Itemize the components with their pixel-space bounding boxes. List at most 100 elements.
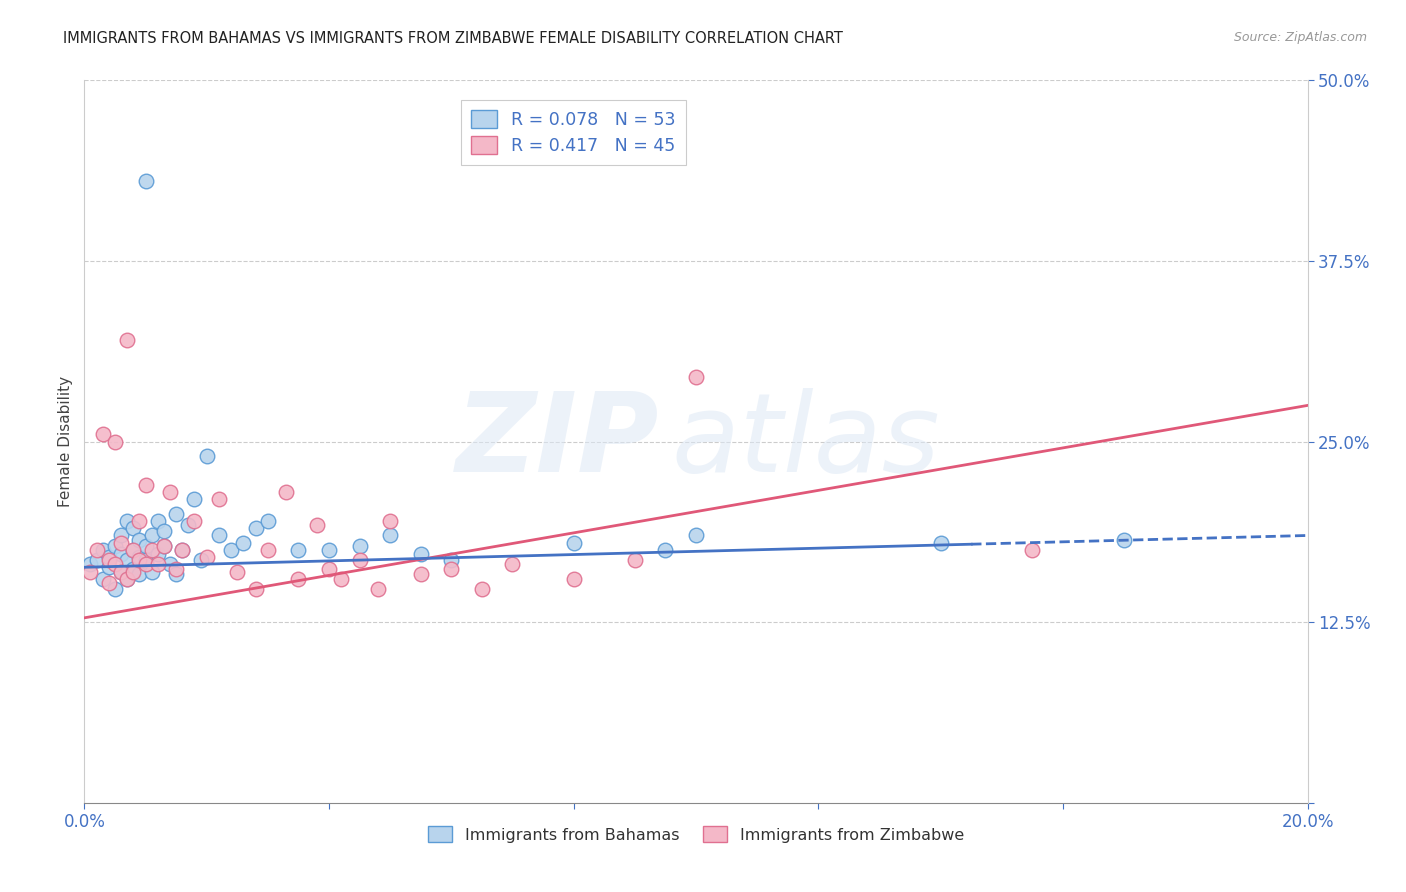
Point (104, 539, 127, 553)
Point (128, 550, 150, 565)
Point (380, 528, 402, 542)
Point (624, 553, 647, 567)
Point (97, 560, 120, 574)
Point (115, 572, 138, 586)
Point (183, 492, 205, 507)
Point (226, 565, 249, 579)
Point (110, 547, 132, 561)
Point (97, 576, 120, 591)
Point (79, 565, 101, 579)
Point (287, 542, 309, 557)
Point (172, 542, 194, 557)
Point (318, 562, 340, 576)
Point (128, 514, 150, 528)
Point (471, 582, 494, 596)
Point (409, 567, 432, 582)
Point (349, 539, 371, 553)
Point (91, 427, 114, 442)
Point (208, 528, 231, 542)
Point (128, 553, 150, 567)
Point (562, 572, 585, 586)
Point (141, 542, 163, 557)
Point (153, 539, 176, 553)
Point (115, 514, 138, 528)
Point (135, 174, 157, 188)
Text: ZIP: ZIP (456, 388, 659, 495)
Point (409, 547, 432, 561)
Point (440, 553, 463, 567)
Text: atlas: atlas (672, 388, 941, 495)
Point (135, 553, 157, 567)
Point (110, 528, 132, 542)
Point (146, 558, 169, 572)
Point (195, 449, 218, 463)
Point (1021, 542, 1043, 557)
Point (440, 562, 463, 576)
Point (135, 478, 157, 492)
Point (245, 582, 267, 596)
Point (122, 521, 145, 535)
Point (146, 514, 169, 528)
Point (165, 507, 187, 521)
Point (122, 565, 145, 579)
Point (104, 434, 127, 449)
Point (122, 542, 145, 557)
Point (562, 535, 585, 549)
Point (1114, 533, 1136, 547)
Point (115, 334, 138, 348)
Point (172, 542, 194, 557)
Point (190, 553, 212, 567)
Point (318, 542, 340, 557)
Point (183, 514, 205, 528)
Point (257, 542, 280, 557)
Point (141, 528, 163, 542)
Point (276, 485, 298, 500)
Point (91, 572, 114, 586)
Text: Source: ZipAtlas.com: Source: ZipAtlas.com (1233, 31, 1367, 45)
Point (330, 572, 353, 586)
Point (110, 535, 132, 549)
Point (91, 542, 114, 557)
Point (380, 514, 402, 528)
Point (122, 562, 145, 576)
Point (122, 542, 145, 557)
Point (502, 558, 524, 572)
Point (141, 565, 163, 579)
Point (165, 562, 187, 576)
Point (685, 369, 707, 384)
Point (195, 550, 218, 565)
Point (219, 542, 242, 557)
Text: IMMIGRANTS FROM BAHAMAS VS IMMIGRANTS FROM ZIMBABWE FEMALE DISABILITY CORRELATIO: IMMIGRANTS FROM BAHAMAS VS IMMIGRANTS FR… (63, 31, 844, 46)
Point (115, 553, 138, 567)
Point (159, 558, 181, 572)
Point (79, 558, 101, 572)
Point (165, 567, 187, 582)
Point (104, 558, 127, 572)
Point (349, 553, 371, 567)
Point (159, 485, 181, 500)
Point (110, 565, 132, 579)
Point (115, 572, 138, 586)
Point (654, 542, 676, 557)
Point (128, 533, 150, 547)
Point (153, 539, 176, 553)
Point (208, 492, 231, 507)
Y-axis label: Female Disability: Female Disability (58, 376, 73, 508)
Point (146, 547, 169, 561)
Point (245, 521, 267, 535)
Point (685, 528, 707, 542)
Legend: Immigrants from Bahamas, Immigrants from Zimbabwe: Immigrants from Bahamas, Immigrants from… (422, 820, 970, 849)
Point (97, 553, 120, 567)
Point (135, 539, 157, 553)
Point (232, 535, 254, 549)
Point (97, 550, 120, 565)
Point (305, 518, 328, 533)
Point (287, 572, 309, 586)
Point (86, 542, 108, 557)
Point (367, 582, 389, 596)
Point (257, 514, 280, 528)
Point (177, 518, 200, 533)
Point (104, 582, 127, 596)
Point (128, 567, 150, 582)
Point (153, 524, 176, 538)
